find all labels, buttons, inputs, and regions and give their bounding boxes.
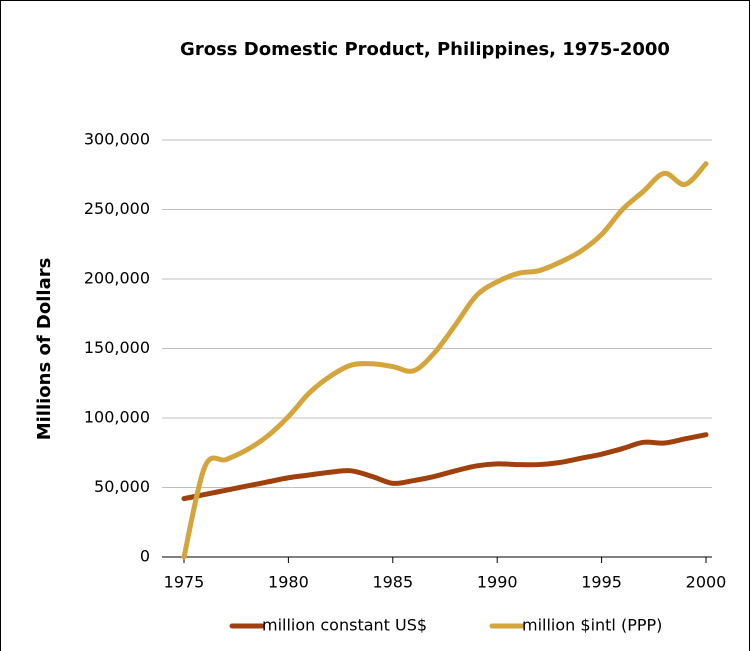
y-tick-label: 0 — [140, 547, 150, 566]
y-tick-label: 200,000 — [84, 269, 150, 288]
y-tick-label: 150,000 — [84, 338, 150, 357]
chart-title: Gross Domestic Product, Philippines, 197… — [180, 39, 670, 60]
x-tick-label: 2000 — [686, 573, 727, 592]
x-tick-label: 1985 — [372, 573, 413, 592]
x-tick-label: 1980 — [268, 573, 309, 592]
y-tick-label: 300,000 — [84, 130, 150, 149]
x-tick-label: 1990 — [477, 573, 518, 592]
x-tick-label: 1995 — [581, 573, 622, 592]
legend-label: million constant US$ — [262, 616, 427, 635]
y-tick-label: 50,000 — [94, 477, 150, 496]
legend-label: million $intl (PPP) — [522, 616, 662, 635]
y-axis-label: Millions of Dollars — [34, 258, 55, 441]
series-line — [181, 161, 709, 560]
y-tick-label: 250,000 — [84, 199, 150, 218]
y-tick-label: 100,000 — [84, 408, 150, 427]
x-tick-label: 1975 — [164, 573, 205, 592]
series-line — [181, 432, 709, 502]
